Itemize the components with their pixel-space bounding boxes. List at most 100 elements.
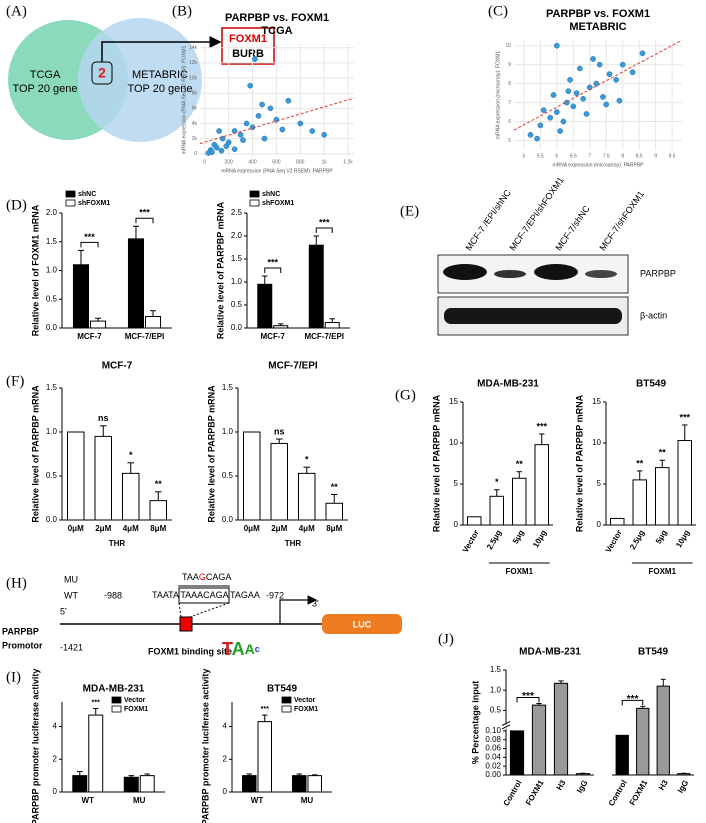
point	[537, 122, 544, 129]
x-tick-label: Vector	[604, 529, 624, 555]
y-tick-label: 0.02	[485, 761, 501, 770]
point	[547, 114, 554, 121]
legend-label: shFOXM1	[262, 200, 294, 207]
logo-letter: A	[245, 641, 255, 657]
y-tick-label: 0.10	[485, 726, 501, 735]
logo: TAAc	[222, 639, 260, 659]
legend-swatch	[65, 190, 76, 198]
point	[527, 131, 534, 138]
x-tick-label: 8μM	[150, 524, 166, 533]
chart-subtitle: TCGA	[261, 25, 292, 37]
x-tick-label: 200	[224, 159, 233, 165]
point	[639, 50, 646, 57]
x-tick-label: 1.2k	[343, 159, 353, 165]
bar	[242, 775, 257, 793]
significance: **	[659, 448, 667, 458]
point	[577, 65, 583, 72]
band	[585, 270, 617, 278]
x-tick-label: 9.5	[669, 153, 676, 159]
y-tick-label: 0.5	[46, 294, 58, 303]
point	[606, 71, 613, 77]
chart-title: BT549	[267, 684, 297, 695]
y-tick-label: 0	[454, 520, 459, 529]
y-tick-label: 2.5	[231, 208, 243, 217]
point	[534, 135, 540, 142]
x-tick-label: MCF-7/EPI	[125, 332, 165, 341]
point	[218, 147, 225, 154]
y-tick-label: 15	[449, 397, 458, 406]
legend-swatch	[111, 705, 122, 713]
y-tick-label: 1.5	[46, 383, 58, 392]
y-tick-label: 6k	[192, 106, 198, 112]
bar	[72, 775, 88, 793]
x-tick-label: Vector	[461, 529, 481, 555]
logo-letter: A	[232, 639, 245, 659]
chart-title: PARPBP vs. FOXM1	[546, 8, 650, 20]
band	[443, 264, 487, 280]
legend-label: Vector	[124, 697, 146, 704]
legend-label: Vector	[294, 697, 316, 704]
bar	[67, 431, 85, 521]
significance: ns	[274, 426, 285, 436]
bar	[139, 775, 155, 793]
x-tick-label: 1k	[322, 159, 328, 165]
point	[600, 94, 606, 100]
bracket	[135, 217, 154, 224]
x-tick-label: 2μM	[271, 524, 287, 533]
point	[573, 90, 580, 96]
bracket	[80, 241, 99, 248]
point	[255, 113, 262, 119]
significance: ns	[98, 413, 109, 423]
significance: ***	[139, 208, 150, 218]
y-tick-label: 1.5	[222, 383, 234, 392]
point	[550, 92, 557, 98]
chart-title: MCF-7	[102, 361, 133, 372]
y-axis-label: Relative level of PARPBP mRNA	[574, 394, 584, 532]
point	[619, 61, 626, 68]
y-tick-label: 0	[194, 151, 197, 157]
y-tick-label: 1.5	[46, 237, 58, 246]
bar	[90, 320, 107, 329]
point	[267, 105, 274, 112]
x-tick-label: 8.5	[636, 153, 643, 159]
significance: *	[305, 455, 309, 465]
bracket	[264, 267, 282, 274]
sequence: TAATA TAAACAGA TAGAA	[152, 590, 260, 600]
bar	[512, 477, 527, 526]
band-label: PARPBP	[640, 268, 676, 278]
bar	[307, 775, 322, 793]
point	[583, 111, 590, 117]
x-tick-label: FOXM1	[524, 778, 546, 807]
x-tick-label: FOXM1	[628, 778, 650, 807]
y-tick-label: 10	[449, 438, 458, 447]
bar	[534, 444, 549, 526]
significance: ***	[679, 412, 690, 422]
y-tick-label: 7	[508, 100, 511, 106]
y-tick-label: 1.0	[222, 427, 234, 436]
panel-label: (F)	[6, 373, 24, 389]
x-tick-label: 800	[296, 159, 305, 165]
western-blot: PARPBP β-actin MCF-7 /EPI/shNC MCF-7/EPI…	[437, 175, 676, 336]
y-tick-label: 0.5	[231, 300, 243, 309]
x-tick-label: 400	[248, 159, 257, 165]
promoter-diagram: MU TAAGCAGA WT -988 TAATA TAAACAGA TAGAA -…	[2, 572, 402, 659]
y-axis-label: PARPBP promoter luciferase activity	[200, 669, 210, 823]
y-tick-label: 0.06	[485, 744, 501, 753]
x-tick-label: IgG	[575, 779, 589, 795]
x-tick-label: 7	[588, 153, 591, 159]
band-label: β-actin	[640, 310, 667, 320]
point	[237, 131, 244, 138]
trend-line	[513, 39, 683, 131]
bracket	[621, 699, 644, 706]
bar	[325, 502, 343, 521]
y-tick-label: 5	[508, 138, 511, 144]
y-axis-label: Relative level of PARPBP mRNA	[30, 385, 40, 523]
significance: ***	[319, 217, 330, 227]
x-tick-label: 5.5	[537, 153, 544, 159]
bar	[610, 517, 625, 526]
y-tick-label: 5	[454, 479, 459, 488]
y-axis-label: mRNA expression (RNA Seq V2 RSEM): FOXM1	[181, 45, 187, 154]
legend-label: FOXM1	[124, 706, 148, 713]
chart-title: MDA-MB-231	[519, 647, 581, 658]
panel-label: (B)	[172, 3, 192, 19]
